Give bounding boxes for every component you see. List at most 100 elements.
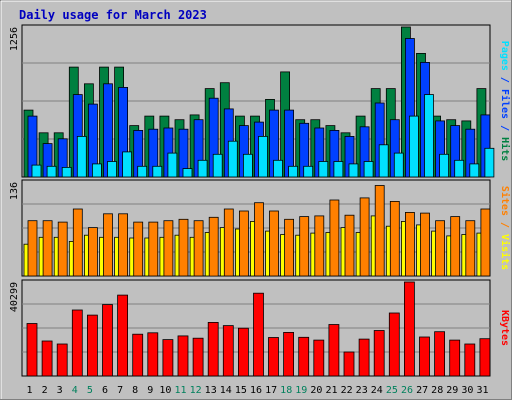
bar-pages-day-31 bbox=[484, 147, 495, 178]
bar-kbytes-day-21 bbox=[328, 324, 340, 377]
x-tick-label-day-8: 8 bbox=[132, 385, 138, 396]
bar-sites-day-23 bbox=[359, 197, 370, 277]
bar-sites-day-20 bbox=[314, 215, 325, 277]
bar-kbytes-day-27 bbox=[419, 336, 430, 377]
bar-sites-day-22 bbox=[344, 214, 355, 277]
bar-kbytes-day-11 bbox=[177, 335, 189, 377]
bar-pages-day-9 bbox=[152, 165, 163, 178]
panel-hits-files-pages: 1256 Pages / Files / Hits bbox=[9, 24, 511, 178]
bar-pages-day-10 bbox=[167, 152, 178, 178]
bar-pages-day-30 bbox=[469, 163, 480, 178]
bar-sites-day-26 bbox=[404, 211, 415, 277]
bar-sites-day-25 bbox=[389, 200, 400, 277]
bar-pages-day-7 bbox=[122, 151, 132, 178]
bar-kbytes-day-6 bbox=[102, 304, 113, 377]
bar-pages-day-20 bbox=[318, 161, 329, 178]
bar-pages-day-11 bbox=[182, 168, 193, 178]
bar-sites-day-21 bbox=[329, 199, 340, 277]
bar-sites-day-29 bbox=[450, 216, 461, 277]
x-tick-label-day-20: 20 bbox=[310, 385, 322, 396]
bar-sites-day-19 bbox=[299, 216, 310, 277]
bar-kbytes-day-22 bbox=[343, 351, 355, 377]
bar-sites-day-9 bbox=[148, 221, 159, 277]
x-tick-label-day-3: 3 bbox=[57, 385, 63, 396]
panel-kbytes: 40299 KBytes bbox=[9, 279, 510, 377]
bar-kbytes-day-14 bbox=[222, 325, 234, 377]
x-tick-label-day-6: 6 bbox=[102, 385, 108, 396]
bar-pages-day-26 bbox=[408, 115, 419, 178]
x-tick-label-day-24: 24 bbox=[371, 385, 383, 396]
bar-pages-day-14 bbox=[227, 140, 238, 178]
bar-pages-day-19 bbox=[303, 165, 314, 178]
bar-sites-day-24 bbox=[374, 185, 385, 277]
axis-label-part: KBytes bbox=[499, 310, 510, 346]
bar-sites-day-2 bbox=[42, 220, 53, 277]
bar-pages-day-13 bbox=[212, 153, 223, 178]
bar-kbytes-day-10 bbox=[162, 339, 174, 377]
bar-pages-day-28 bbox=[439, 153, 450, 178]
bar-pages-day-22 bbox=[348, 163, 359, 178]
x-tick-label-day-11: 11 bbox=[174, 385, 186, 396]
bar-pages-day-17 bbox=[273, 159, 283, 178]
x-tick-label-day-13: 13 bbox=[205, 385, 217, 396]
bar-pages-day-8 bbox=[137, 165, 148, 178]
bar-sites-day-14 bbox=[223, 208, 234, 277]
bar-kbytes-day-29 bbox=[449, 339, 461, 377]
bar-pages-day-24 bbox=[378, 144, 389, 178]
x-tick-label-day-25: 25 bbox=[386, 385, 398, 396]
bar-pages-day-4 bbox=[76, 135, 87, 178]
bar-kbytes-day-28 bbox=[434, 331, 446, 377]
x-tick-label-day-28: 28 bbox=[431, 385, 443, 396]
bar-sites-day-6 bbox=[103, 213, 113, 277]
x-tick-label-day-23: 23 bbox=[356, 385, 368, 396]
bar-sites-day-8 bbox=[133, 221, 144, 277]
x-tick-label-day-12: 12 bbox=[190, 385, 202, 396]
bar-kbytes-day-9 bbox=[147, 332, 159, 377]
axis-label-part: Hits bbox=[499, 137, 511, 161]
x-tick-label-day-17: 17 bbox=[265, 385, 277, 396]
bar-sites-day-5 bbox=[88, 227, 98, 277]
bar-pages-day-3 bbox=[61, 166, 72, 178]
bar-pages-day-12 bbox=[197, 159, 208, 178]
bar-sites-day-16 bbox=[254, 202, 264, 277]
series-axis-label: KBytes bbox=[499, 310, 510, 346]
bar-kbytes-day-30 bbox=[464, 343, 476, 377]
series-axis-label: Pages / Files / Hits bbox=[499, 41, 511, 161]
axis-label-part: Sites bbox=[499, 186, 511, 216]
axis-label-part: / bbox=[499, 119, 510, 137]
bar-kbytes-day-8 bbox=[132, 333, 144, 377]
chart-title: Daily usage for March 2023 bbox=[19, 8, 207, 22]
bar-kbytes-day-4 bbox=[71, 309, 83, 377]
bar-sites-day-7 bbox=[118, 213, 128, 277]
bar-pages-day-25 bbox=[393, 152, 404, 178]
bar-kbytes-day-17 bbox=[268, 337, 279, 377]
bar-kbytes-day-1 bbox=[26, 323, 38, 377]
x-tick-label-day-7: 7 bbox=[117, 385, 123, 396]
axis-label-part: / bbox=[499, 71, 510, 89]
y-max-label: 40299 bbox=[9, 282, 20, 312]
bar-kbytes-day-12 bbox=[192, 337, 204, 377]
bar-kbytes-day-15 bbox=[237, 327, 249, 377]
x-tick-label-day-31: 31 bbox=[476, 385, 488, 396]
bar-sites-day-13 bbox=[208, 216, 219, 277]
bar-sites-day-4 bbox=[72, 208, 83, 277]
bar-sites-day-3 bbox=[57, 221, 68, 277]
bar-kbytes-day-20 bbox=[313, 339, 325, 377]
bar-kbytes-day-3 bbox=[56, 343, 68, 377]
x-tick-label-day-26: 26 bbox=[401, 385, 413, 396]
bar-pages-day-1 bbox=[31, 164, 42, 178]
x-tick-label-day-22: 22 bbox=[341, 385, 353, 396]
axis-label-part: / bbox=[499, 216, 510, 234]
bar-sites-day-18 bbox=[284, 218, 295, 277]
y-max-label: 136 bbox=[9, 182, 20, 200]
bar-sites-day-30 bbox=[465, 220, 476, 277]
bar-sites-day-28 bbox=[435, 220, 446, 277]
bar-kbytes-day-2 bbox=[41, 340, 53, 377]
y-max-label: 1256 bbox=[9, 27, 20, 51]
series-axis-label: Sites / Visits bbox=[499, 186, 511, 270]
bar-pages-day-29 bbox=[454, 159, 465, 178]
x-tick-label-day-4: 4 bbox=[72, 385, 78, 396]
bar-pages-day-27 bbox=[424, 94, 434, 178]
axis-label-part: Files bbox=[499, 89, 511, 119]
